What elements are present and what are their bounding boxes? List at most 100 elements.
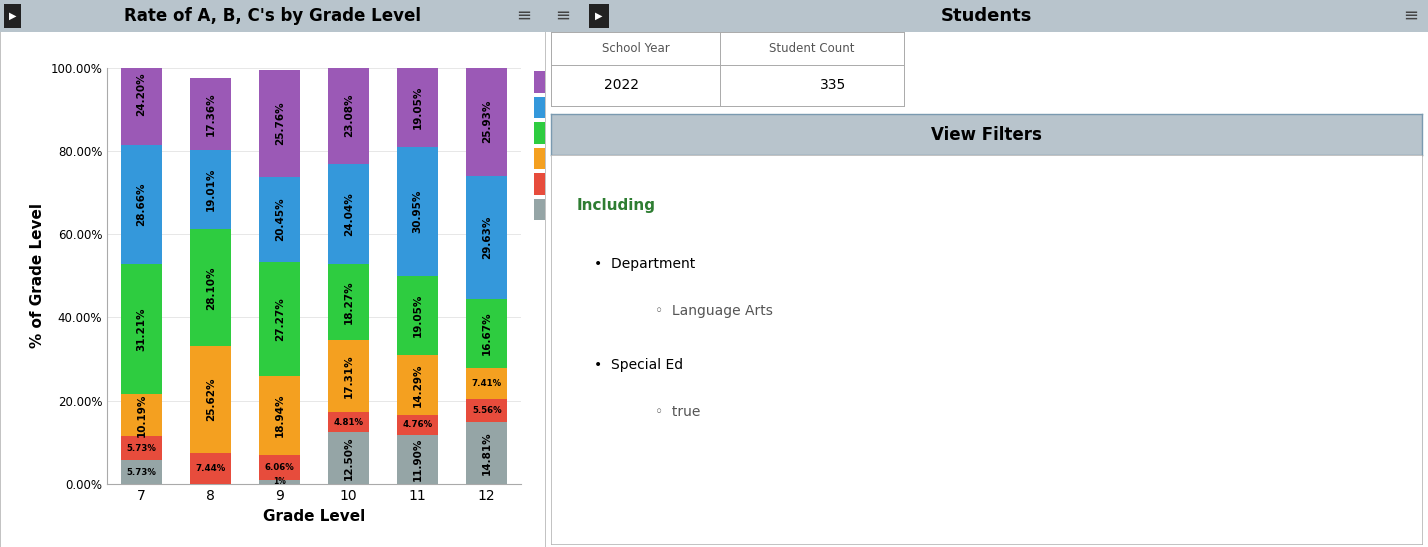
- Text: 19.05%: 19.05%: [413, 85, 423, 129]
- Text: 14.81%: 14.81%: [481, 432, 491, 475]
- Text: ≡: ≡: [1402, 7, 1418, 25]
- X-axis label: Grade Level: Grade Level: [263, 509, 366, 523]
- Text: D: D: [565, 150, 575, 164]
- Y-axis label: % of Grade Level: % of Grade Level: [30, 203, 44, 348]
- Bar: [121, 437, 163, 460]
- Text: 20.45%: 20.45%: [274, 198, 284, 241]
- Bar: [190, 346, 231, 453]
- Bar: [190, 78, 231, 150]
- Bar: [466, 422, 507, 484]
- Text: ◦  Language Arts: ◦ Language Arts: [655, 304, 773, 318]
- Bar: [258, 455, 300, 480]
- Bar: [466, 299, 507, 368]
- Text: A: A: [565, 74, 574, 87]
- Text: 23.08%: 23.08%: [344, 94, 354, 137]
- Text: ▶: ▶: [9, 11, 16, 21]
- Bar: [534, 173, 555, 195]
- Text: •  Department: • Department: [594, 257, 695, 271]
- Text: 17.31%: 17.31%: [344, 354, 354, 398]
- Text: C: C: [565, 125, 575, 138]
- Bar: [121, 144, 163, 264]
- Bar: [258, 177, 300, 262]
- Bar: [190, 453, 231, 484]
- Text: Rate of A, B, C's by Grade Level: Rate of A, B, C's by Grade Level: [124, 7, 421, 25]
- Bar: [397, 355, 438, 415]
- Text: Student Count: Student Count: [770, 42, 855, 55]
- Bar: [328, 412, 370, 432]
- Bar: [328, 264, 370, 340]
- Text: 30.95%: 30.95%: [413, 190, 423, 233]
- Bar: [397, 276, 438, 355]
- Bar: [190, 229, 231, 346]
- Text: ▶: ▶: [595, 11, 603, 21]
- Text: 11.90%: 11.90%: [413, 438, 423, 481]
- Text: ≡: ≡: [516, 7, 531, 25]
- Text: 10.19%: 10.19%: [137, 393, 147, 437]
- Text: 19.01%: 19.01%: [206, 168, 216, 212]
- Bar: [534, 97, 555, 118]
- Bar: [4, 4, 21, 28]
- Text: 16.67%: 16.67%: [481, 312, 491, 356]
- Bar: [328, 340, 370, 412]
- Bar: [190, 150, 231, 229]
- Text: 29.63%: 29.63%: [481, 216, 491, 259]
- Text: 31.21%: 31.21%: [137, 307, 147, 351]
- Text: 24.04%: 24.04%: [344, 192, 354, 236]
- Text: 12.50%: 12.50%: [344, 437, 354, 480]
- Bar: [258, 376, 300, 455]
- Text: F: F: [565, 176, 573, 189]
- Bar: [397, 415, 438, 434]
- Text: 18.27%: 18.27%: [344, 280, 354, 324]
- Text: Including: Including: [577, 198, 655, 213]
- Bar: [534, 122, 555, 144]
- Text: 25.76%: 25.76%: [274, 102, 284, 145]
- Text: 2022: 2022: [604, 78, 638, 92]
- Text: 28.10%: 28.10%: [206, 266, 216, 310]
- Text: 18.94%: 18.94%: [274, 393, 284, 437]
- Text: 24.20%: 24.20%: [137, 72, 147, 116]
- Bar: [534, 148, 555, 169]
- Text: 28.66%: 28.66%: [137, 183, 147, 226]
- Text: 4.81%: 4.81%: [334, 417, 364, 427]
- Bar: [466, 399, 507, 422]
- Text: B: B: [565, 100, 574, 112]
- Bar: [121, 394, 163, 437]
- Text: 7.44%: 7.44%: [196, 464, 226, 473]
- Bar: [328, 164, 370, 264]
- Bar: [397, 434, 438, 484]
- Text: 25.93%: 25.93%: [481, 100, 491, 143]
- Text: 5.73%: 5.73%: [127, 468, 157, 476]
- Text: 17.36%: 17.36%: [206, 92, 216, 136]
- Text: •  Special Ed: • Special Ed: [594, 358, 684, 373]
- Bar: [328, 432, 370, 484]
- Text: 5.73%: 5.73%: [127, 444, 157, 453]
- Bar: [534, 71, 555, 92]
- Text: I: I: [565, 201, 570, 214]
- Text: View Filters: View Filters: [931, 126, 1042, 143]
- Text: Students: Students: [941, 7, 1032, 25]
- Bar: [534, 199, 555, 220]
- Bar: [397, 68, 438, 147]
- Bar: [397, 147, 438, 276]
- Bar: [466, 67, 507, 176]
- Bar: [121, 44, 163, 144]
- Text: 335: 335: [820, 78, 847, 92]
- Text: ≡: ≡: [555, 7, 570, 25]
- Text: 25.62%: 25.62%: [206, 378, 216, 422]
- Bar: [121, 460, 163, 484]
- Text: 27.27%: 27.27%: [274, 297, 284, 341]
- Text: 19.05%: 19.05%: [413, 294, 423, 337]
- Bar: [328, 67, 370, 164]
- Text: 1%: 1%: [273, 478, 286, 486]
- Bar: [121, 264, 163, 394]
- Bar: [258, 69, 300, 177]
- Text: 4.76%: 4.76%: [403, 420, 433, 429]
- Bar: [258, 262, 300, 376]
- Text: ◦  true: ◦ true: [655, 405, 701, 419]
- Text: 5.56%: 5.56%: [471, 406, 501, 415]
- Bar: [590, 4, 608, 28]
- Bar: [258, 480, 300, 484]
- Text: 7.41%: 7.41%: [471, 379, 501, 388]
- Bar: [466, 176, 507, 299]
- Text: 6.06%: 6.06%: [264, 463, 294, 472]
